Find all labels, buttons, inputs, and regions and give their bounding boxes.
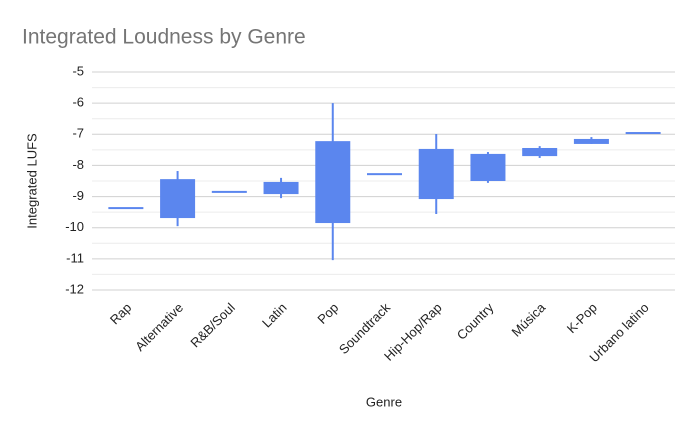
box	[470, 153, 506, 181]
x-tick-label: Pop	[314, 300, 341, 327]
x-axis-label: Genre	[366, 394, 402, 409]
box	[573, 138, 609, 144]
box	[315, 141, 351, 224]
chart-title: Integrated Loudness by Genre	[22, 26, 306, 49]
y-tick-label: -10	[65, 219, 84, 234]
y-tick-label: -11	[66, 250, 84, 265]
box	[625, 132, 661, 135]
box	[522, 147, 558, 157]
box	[263, 181, 299, 195]
y-tick-label: -8	[72, 157, 84, 172]
y-tick-label: -9	[72, 188, 84, 203]
x-tick-label: K-Pop	[564, 300, 600, 336]
y-tick-label: -6	[72, 95, 84, 110]
x-tick-label: Rap	[107, 300, 134, 327]
y-tick-label: -7	[72, 126, 84, 141]
box	[211, 190, 247, 193]
box	[418, 148, 454, 200]
box	[108, 207, 144, 210]
box	[367, 173, 402, 176]
x-tick-label: Country	[454, 300, 497, 343]
y-tick-label: -5	[72, 63, 84, 78]
box	[160, 179, 196, 219]
y-tick-label: -12	[65, 281, 84, 296]
y-axis-label: Integrated LUFS	[24, 133, 39, 229]
x-tick-label: Alternative	[132, 300, 186, 354]
x-tick-label: R&B/Soul	[187, 300, 238, 351]
x-tick-label: Música	[509, 299, 549, 339]
x-tick-label: Latin	[259, 300, 290, 331]
